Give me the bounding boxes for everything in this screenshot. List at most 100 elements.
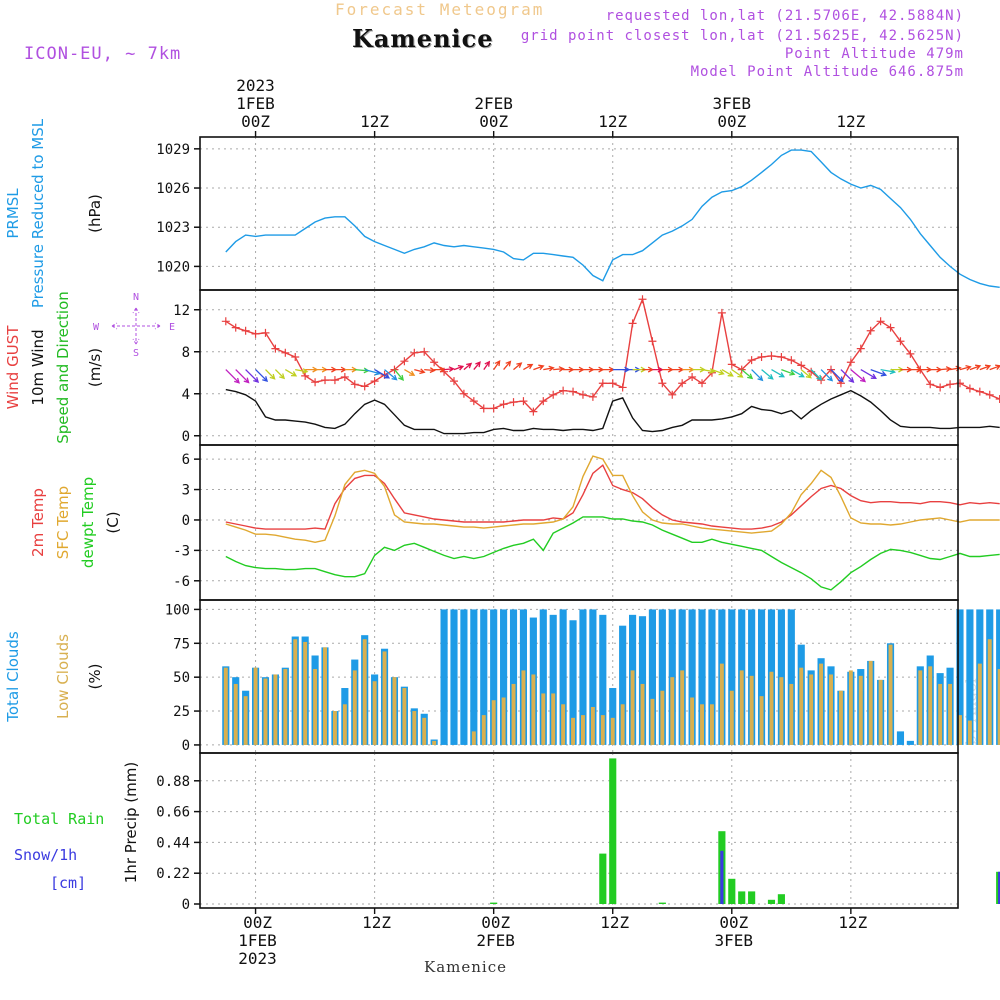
bar-low-clouds <box>412 711 417 745</box>
gust-marker <box>777 353 786 361</box>
bar-total-clouds <box>728 609 736 745</box>
wind-direction-arrow <box>473 361 481 371</box>
time-label-top: 2023 <box>236 76 275 95</box>
gust-marker <box>370 377 379 386</box>
bar-snow-1h <box>720 850 724 904</box>
gust-marker <box>330 376 339 385</box>
y-tick-label: 100 <box>165 602 190 618</box>
wind-direction-arrow <box>800 369 812 379</box>
bar-total-clouds <box>757 609 766 745</box>
gust-marker <box>559 386 568 395</box>
bar-snow-1h <box>998 871 1000 904</box>
time-label-top: 12Z <box>598 112 627 131</box>
compass-w: W <box>93 322 100 333</box>
wind-direction-arrow <box>503 360 512 371</box>
bar-low-clouds <box>283 669 288 745</box>
wind-direction-arrow <box>404 369 416 376</box>
gust-marker <box>856 344 865 353</box>
bar-total-clouds <box>480 609 488 745</box>
gust-marker <box>896 337 905 346</box>
wind-direction-arrow <box>592 366 605 373</box>
wind-direction-arrow <box>334 366 347 373</box>
wind-direction-arrow <box>761 369 774 380</box>
wind-direction-arrow <box>444 366 455 373</box>
gust-marker <box>628 319 637 328</box>
bar-low-clouds <box>620 704 625 745</box>
wind-direction-arrow <box>553 366 565 373</box>
bar-total-clouds <box>569 620 577 745</box>
bar-total-rain <box>658 902 666 904</box>
wind-direction-arrow <box>284 369 298 377</box>
gust-marker <box>767 351 776 360</box>
location-title: Kamenice <box>352 24 494 53</box>
bar-total-clouds <box>500 609 508 745</box>
y-label-temperature-1: SFC Temp <box>54 486 72 559</box>
wind-direction-arrow <box>721 369 734 377</box>
bar-total-rain <box>748 891 756 904</box>
y-tick-label: -6 <box>173 574 190 590</box>
gust-marker <box>698 379 707 388</box>
line-prmsl <box>225 149 1000 288</box>
wind-direction-arrow <box>245 369 260 383</box>
gust-marker <box>261 328 270 337</box>
gust-marker <box>658 379 667 388</box>
bar-low-clouds <box>491 700 496 745</box>
y-tick-label: 75 <box>173 636 190 652</box>
time-label-bottom: 1FEB <box>238 931 277 950</box>
panel-pressure: 1020 1023 1026 1029 <box>156 136 1000 291</box>
gust-marker <box>588 392 597 401</box>
wind-direction-arrow <box>384 369 398 381</box>
bar-low-clouds <box>342 704 347 745</box>
model-altitude: Model Point Altitude 646.875m <box>690 64 964 80</box>
bar-low-clouds <box>858 675 863 745</box>
wind-direction-arrow <box>523 363 534 371</box>
y-tick-label: 50 <box>173 670 190 686</box>
bar-low-clouds <box>581 715 585 745</box>
wind-direction-arrow <box>295 368 309 374</box>
gust-marker <box>975 387 984 396</box>
time-label-bottom: 2FEB <box>476 931 515 950</box>
y-tick-label: -3 <box>173 543 190 559</box>
bar-total-clouds <box>609 688 617 745</box>
wind-direction-arrow <box>483 360 491 370</box>
gust-marker <box>301 371 310 380</box>
gust-marker <box>906 349 915 358</box>
compass-e: E <box>169 322 175 333</box>
time-label-bottom: 00Z <box>481 913 510 932</box>
wind-direction-arrow <box>711 368 725 376</box>
gust-marker <box>251 329 260 338</box>
wind-direction-arrow <box>463 362 473 371</box>
model-label: ICON-EU, ~ 7km <box>24 44 182 64</box>
bar-low-clouds <box>878 679 883 745</box>
gust-marker <box>281 348 290 357</box>
bar-total-clouds <box>470 609 478 745</box>
bar-total-rain <box>996 871 1000 904</box>
gust-marker <box>787 356 796 365</box>
bar-total-clouds <box>688 609 696 745</box>
wind-direction-arrow <box>414 368 426 375</box>
gust-marker <box>985 390 994 399</box>
bar-total-clouds <box>440 609 448 745</box>
bar-low-clouds <box>729 690 734 745</box>
gust-marker <box>499 400 508 409</box>
wind-direction-arrow <box>682 366 695 373</box>
y-tick-label: 8 <box>182 345 190 361</box>
bar-low-clouds <box>293 639 298 745</box>
gust-marker <box>231 323 240 332</box>
wind-direction-arrow <box>731 369 744 378</box>
y-tick-label: 1029 <box>156 142 190 158</box>
bar-total-clouds <box>956 609 964 745</box>
bar-low-clouds <box>382 651 387 745</box>
gust-marker <box>618 383 627 392</box>
bar-low-clouds <box>749 675 754 745</box>
y-label-wind-2: Speed and Direction <box>54 291 72 444</box>
wind-direction-arrow <box>989 364 1000 371</box>
y-tick-label: 0.88 <box>156 774 190 790</box>
gust-marker <box>638 295 647 304</box>
y-tick-label: 1026 <box>156 181 190 197</box>
bar-low-clouds <box>313 669 318 745</box>
bar-total-clouds <box>579 609 587 745</box>
gust-marker <box>360 382 369 391</box>
wind-direction-arrow <box>810 369 823 381</box>
bar-low-clouds <box>680 670 685 745</box>
